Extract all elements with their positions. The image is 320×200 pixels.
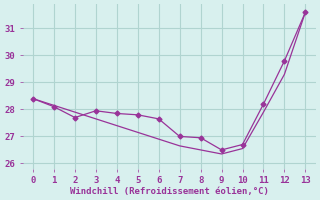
X-axis label: Windchill (Refroidissement éolien,°C): Windchill (Refroidissement éolien,°C) [70,187,268,196]
